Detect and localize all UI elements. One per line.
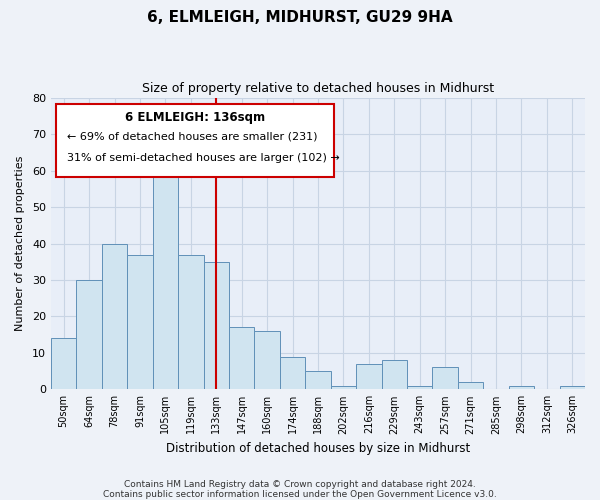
Bar	[305, 371, 331, 390]
Title: Size of property relative to detached houses in Midhurst: Size of property relative to detached ho…	[142, 82, 494, 96]
Bar	[76, 280, 102, 390]
Bar	[560, 386, 585, 390]
Bar	[509, 386, 534, 390]
Bar	[152, 156, 178, 390]
Text: 6 ELMLEIGH: 136sqm: 6 ELMLEIGH: 136sqm	[125, 111, 265, 124]
Bar	[356, 364, 382, 390]
Bar	[229, 328, 254, 390]
Bar	[407, 386, 433, 390]
Bar	[254, 331, 280, 390]
Bar	[51, 338, 76, 390]
X-axis label: Distribution of detached houses by size in Midhurst: Distribution of detached houses by size …	[166, 442, 470, 455]
Bar	[433, 368, 458, 390]
Text: 31% of semi-detached houses are larger (102) →: 31% of semi-detached houses are larger (…	[67, 154, 340, 164]
Text: 6, ELMLEIGH, MIDHURST, GU29 9HA: 6, ELMLEIGH, MIDHURST, GU29 9HA	[147, 10, 453, 25]
FancyBboxPatch shape	[56, 104, 334, 176]
Bar	[127, 254, 152, 390]
Text: Contains HM Land Registry data © Crown copyright and database right 2024.: Contains HM Land Registry data © Crown c…	[124, 480, 476, 489]
Bar	[458, 382, 483, 390]
Text: Contains public sector information licensed under the Open Government Licence v3: Contains public sector information licen…	[103, 490, 497, 499]
Bar	[102, 244, 127, 390]
Text: ← 69% of detached houses are smaller (231): ← 69% of detached houses are smaller (23…	[67, 132, 317, 141]
Bar	[382, 360, 407, 390]
Bar	[203, 262, 229, 390]
Bar	[178, 254, 203, 390]
Bar	[331, 386, 356, 390]
Bar	[280, 356, 305, 390]
Y-axis label: Number of detached properties: Number of detached properties	[15, 156, 25, 332]
